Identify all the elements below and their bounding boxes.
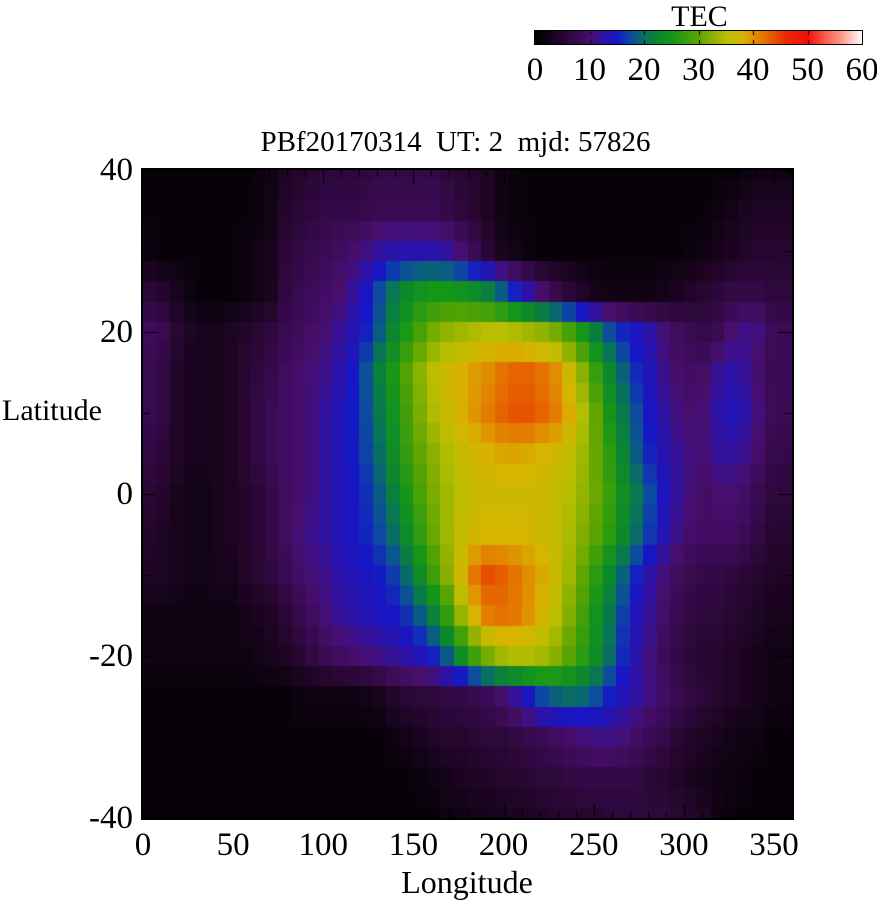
x-tick-label: 100 bbox=[298, 827, 349, 863]
x-tick-label: 200 bbox=[478, 827, 529, 863]
colorbar-tick-label: 0 bbox=[526, 52, 544, 88]
y-axis-title: Latitude bbox=[2, 394, 102, 427]
colorbar-tick-label: 40 bbox=[736, 52, 770, 88]
tec-heatmap bbox=[143, 170, 792, 818]
colorbar-tick-label: 50 bbox=[791, 52, 824, 88]
colorbar-tick-label: 60 bbox=[845, 52, 877, 88]
y-tick-label: -40 bbox=[89, 800, 133, 836]
x-tick-label: 250 bbox=[568, 827, 619, 863]
x-tick-label: 300 bbox=[659, 827, 709, 863]
colorbar-tick-label: 20 bbox=[627, 52, 661, 88]
colorbar-tick-label: 30 bbox=[682, 52, 715, 88]
x-tick-label: 0 bbox=[134, 827, 152, 863]
y-tick-label: 20 bbox=[100, 314, 133, 350]
plot-title: PBf20170314 UT: 2 mjd: 57826 bbox=[260, 126, 651, 158]
y-tick-label: 40 bbox=[100, 152, 133, 188]
colorbar-title: TEC bbox=[671, 0, 728, 33]
colorbar-gradient bbox=[535, 31, 862, 44]
y-tick-label: -20 bbox=[89, 638, 133, 674]
x-tick-label: 150 bbox=[388, 827, 439, 863]
colorbar-tick-label: 10 bbox=[573, 52, 606, 88]
y-tick-label: 0 bbox=[116, 476, 134, 512]
colorbar bbox=[534, 30, 863, 45]
x-tick-label: 350 bbox=[749, 827, 799, 863]
plot-area bbox=[141, 168, 794, 820]
x-tick-label: 50 bbox=[216, 827, 250, 863]
x-axis-title: Longitude bbox=[401, 864, 533, 900]
